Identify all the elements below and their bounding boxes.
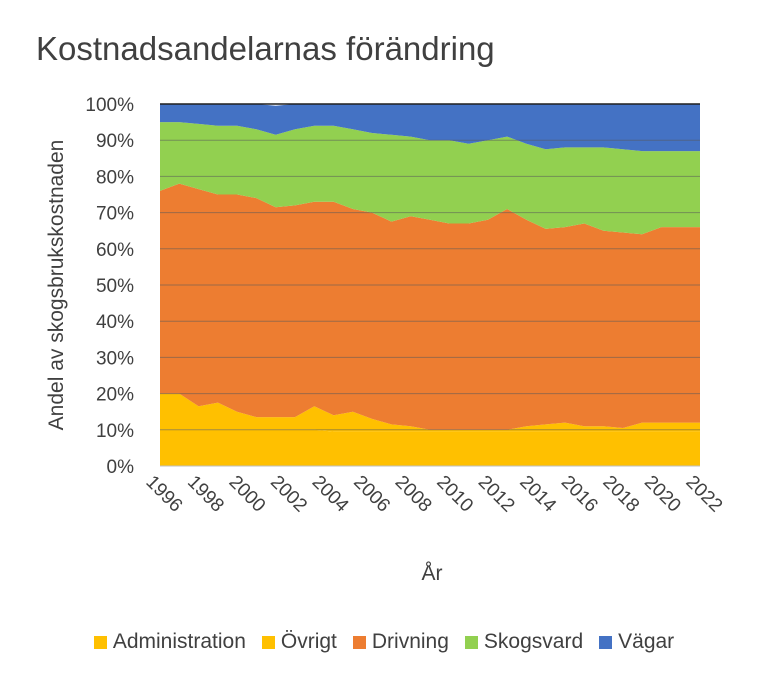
x-tick-label: 2008 [391, 472, 436, 517]
legend-item-4: Vägar [599, 630, 674, 654]
legend-swatch [261, 635, 275, 649]
legend-label: Skogsvard [483, 630, 584, 653]
x-tick-label: 2016 [557, 472, 602, 517]
y-axis-ticks: 0% 10% 20% 30% 40% 50% 60% 70% 80% 90% 100% [85, 95, 134, 478]
y-tick-label: 60% [96, 240, 134, 261]
area-series-2 [160, 183, 700, 430]
x-tick-label: 1998 [183, 472, 228, 517]
y-tick-label: 10% [96, 421, 134, 442]
y-tick-label: 70% [96, 204, 134, 225]
y-tick-label: 40% [96, 312, 134, 333]
y-tick-label: 100% [85, 95, 134, 116]
legend-label: Vägar [618, 630, 675, 653]
legend-item-3: Skogsvard [464, 630, 584, 654]
legend-swatch [599, 635, 613, 649]
area-series-3 [160, 122, 700, 235]
x-tick-label: 2006 [349, 472, 394, 517]
legend-label: Drivning [371, 630, 449, 653]
y-tick-label: 0% [107, 457, 135, 478]
y-tick-label: 20% [96, 385, 134, 406]
x-tick-label: 2022 [682, 472, 727, 517]
legend-item-0: Administration [93, 630, 246, 654]
y-tick-label: 50% [96, 276, 134, 297]
x-tick-label: 1996 [142, 472, 187, 517]
x-tick-label: 2012 [474, 472, 519, 517]
y-tick-label: 80% [96, 167, 134, 188]
y-axis-label: Andel av skogsbrukskostnaden [45, 140, 68, 431]
x-tick-label: 2018 [598, 472, 643, 517]
legend-swatch [352, 635, 366, 649]
y-tick-label: 90% [96, 131, 134, 152]
chart-title: Kostnadsandelarnas förändring [36, 30, 495, 67]
area-series-4 [160, 104, 700, 152]
area-series-1 [160, 393, 700, 432]
x-tick-label: 2000 [225, 472, 270, 517]
legend-swatch [93, 635, 107, 649]
x-tick-label: 2014 [515, 472, 560, 517]
x-tick-label: 2002 [266, 472, 311, 517]
x-axis-ticks: 1996199820002002200420062008201020122014… [142, 472, 727, 517]
legend-item-2: Drivning [352, 630, 449, 654]
y-tick-label: 30% [96, 348, 134, 369]
x-tick-label: 2010 [432, 472, 477, 517]
legend-swatch [464, 635, 478, 649]
area-series-group [160, 104, 700, 466]
x-tick-label: 2004 [308, 472, 353, 517]
x-tick-label: 2020 [640, 472, 685, 517]
gridlines [160, 103, 700, 431]
area-series-0 [160, 429, 700, 466]
legend-item-1: Övrigt [261, 630, 337, 654]
x-axis-label: År [422, 562, 443, 585]
legend-label: Administration [112, 630, 246, 653]
legend-label: Övrigt [280, 630, 337, 653]
legend: Administration Övrigt Drivning Skogsvard Väg… [0, 630, 768, 654]
